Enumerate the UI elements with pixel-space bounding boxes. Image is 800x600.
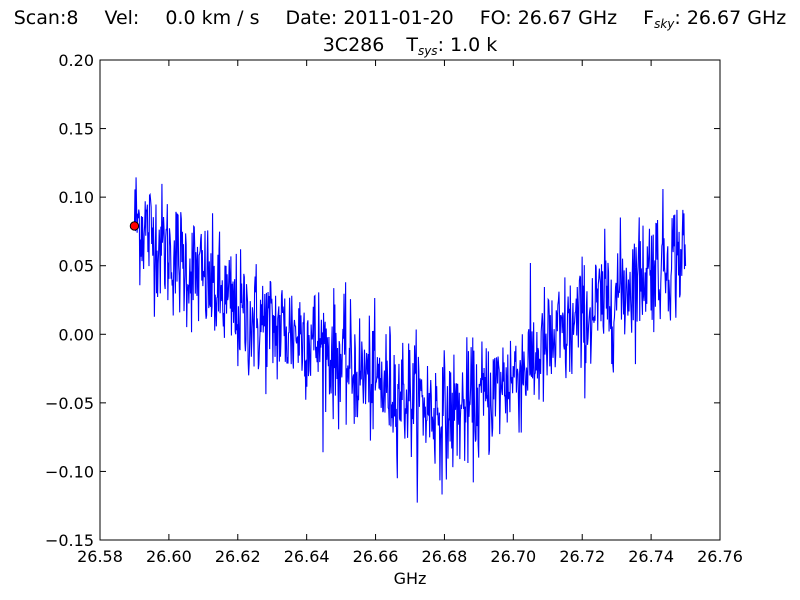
x-tick-label: 26.66 bbox=[353, 547, 399, 566]
y-tick-label: −0.15 bbox=[45, 531, 94, 550]
x-tick-label: 26.60 bbox=[146, 547, 192, 566]
date-value: 2011-01-20 bbox=[343, 7, 453, 29]
source-name: 3C286 bbox=[323, 34, 385, 56]
x-tick-label: 26.62 bbox=[215, 547, 261, 566]
x-tick-label: 26.76 bbox=[697, 547, 743, 566]
y-tick-label: −0.10 bbox=[45, 462, 94, 481]
y-tick-label: 0.10 bbox=[58, 188, 94, 207]
fsky-label: F bbox=[643, 7, 654, 29]
x-tick-label: 26.64 bbox=[284, 547, 330, 566]
tsys-value: : 1.0 k bbox=[438, 34, 498, 56]
y-tick-label: 0.05 bbox=[58, 257, 94, 276]
x-tick-label: 26.72 bbox=[559, 547, 605, 566]
fsky-subscript: sky bbox=[654, 17, 675, 31]
x-tick-label: 26.68 bbox=[422, 547, 468, 566]
scan-value: 8 bbox=[66, 7, 78, 29]
axes-frame bbox=[99, 59, 721, 541]
y-tick-label: −0.05 bbox=[45, 394, 94, 413]
tsys-label: T bbox=[405, 34, 418, 56]
x-tick-label: 26.58 bbox=[77, 547, 123, 566]
data-area bbox=[133, 177, 687, 503]
series-marker bbox=[129, 221, 140, 231]
x-tick-label: 26.70 bbox=[490, 547, 536, 566]
chart-title-line2: 3C286 Tsys: 1.0 k bbox=[323, 34, 498, 58]
vel-value: 0.0 km / s bbox=[165, 7, 259, 29]
y-tick-label: 0.15 bbox=[58, 120, 94, 139]
scan-label: Scan: bbox=[14, 7, 67, 29]
x-axis-label: GHz bbox=[394, 569, 427, 588]
y-axis: 0.20 0.15 0.10 0.05 0.00 −0.05 −0.10 −0.15 bbox=[45, 51, 720, 550]
fsky-value: : 26.67 GHz bbox=[674, 7, 786, 29]
y-tick-label: 0.20 bbox=[58, 51, 94, 70]
tsys-subscript: sys bbox=[418, 44, 438, 58]
x-tick-label: 26.74 bbox=[628, 547, 674, 566]
y-tick-label: 0.00 bbox=[58, 325, 94, 344]
fo-value: 26.67 GHz bbox=[518, 7, 617, 29]
chart-title-line1: Scan:8 Vel: 0.0 km / s Date: 2011-01-20 FO: 26… bbox=[14, 7, 787, 31]
series-line bbox=[133, 177, 687, 503]
x-axis: 26.58 26.60 26.62 26.64 26.66 26.68 26.70 26.72… bbox=[77, 60, 743, 566]
fo-label: FO: bbox=[480, 7, 512, 29]
date-label: Date: bbox=[286, 7, 338, 29]
vel-label: Vel: bbox=[104, 7, 139, 29]
